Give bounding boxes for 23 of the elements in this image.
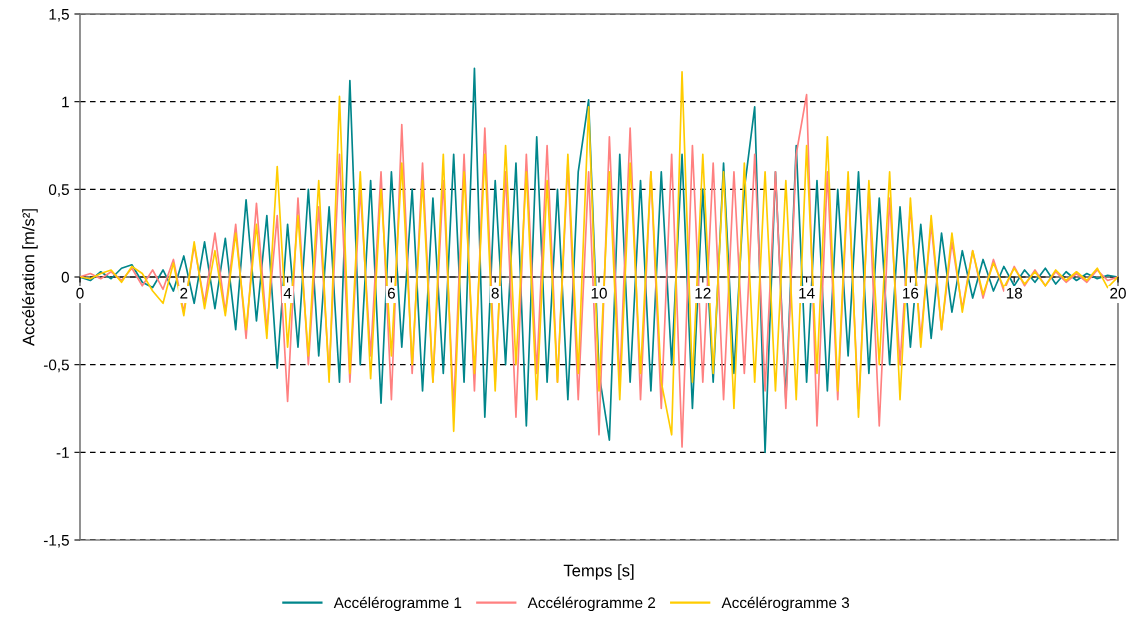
x-axis-title: Temps [s] [563,564,634,580]
x-tick-label: 14 [799,287,815,299]
x-tick-label: 6 [387,287,395,299]
y-tick-label: -1 [56,447,69,458]
x-tick-label: 18 [1006,287,1023,299]
x-tick-label: 2 [180,287,188,299]
x-tick-label: 10 [591,287,607,299]
y-axis-title: Accélération [m/s²] [21,209,38,346]
y-tick-label: -0,5 [43,359,69,373]
y-tick-label: 1 [62,96,69,108]
legend-label: Accélérogramme 3 [721,596,850,612]
legend-label: Accélérogramme 2 [527,596,656,612]
x-tick-label: 8 [491,287,499,299]
y-tick-label: 1,5 [49,9,69,22]
x-tick-label: 0 [76,287,84,299]
x-tick-label: 4 [283,287,292,299]
legend-label: Accélérogramme 1 [333,596,462,612]
x-tick-label: 16 [903,287,919,299]
y-tick-label: -1,5 [43,535,69,548]
y-tick-label: 0,5 [48,184,69,197]
y-tick-label: 0 [61,271,69,283]
x-tick-label: 20 [1110,287,1126,299]
x-tick-label: 12 [695,287,711,299]
